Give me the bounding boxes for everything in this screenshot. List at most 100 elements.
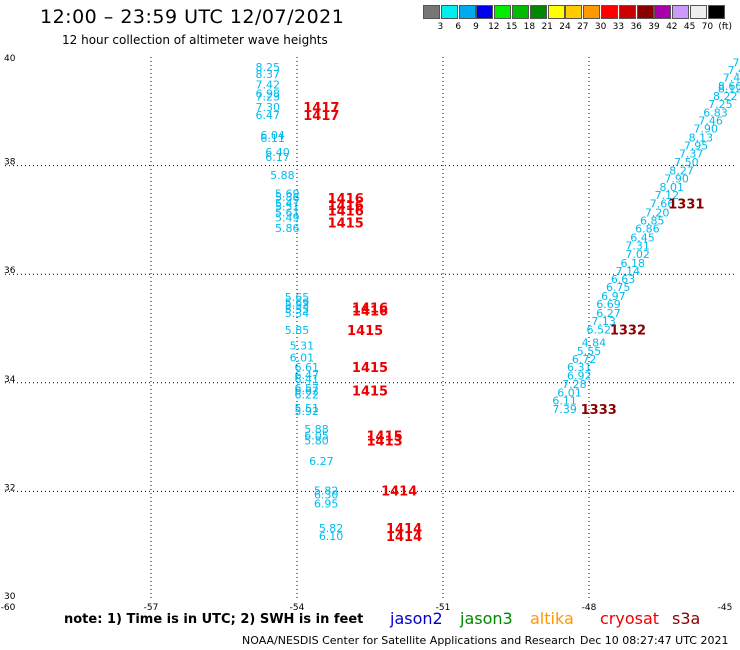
chart-title: 12:00 – 23:59 UTC 12/07/2021 bbox=[40, 6, 345, 28]
swh-value-label: 6.31 bbox=[567, 361, 592, 374]
color-swatch bbox=[583, 5, 601, 19]
swh-value-label: 7.43 bbox=[723, 72, 740, 85]
x-tick-label: -51 bbox=[436, 603, 451, 613]
satellite-legend-jason3: jason3 bbox=[460, 609, 513, 628]
color-swatch bbox=[458, 5, 476, 19]
color-scale-label: 3 bbox=[437, 22, 444, 32]
time-labels: 1417141714161416141614151416141614151415… bbox=[303, 101, 704, 545]
swh-value-label: 8.37 bbox=[256, 68, 281, 81]
color-swatch bbox=[565, 5, 583, 19]
swh-value-label: 7.42 bbox=[256, 79, 281, 92]
swh-value-label: 5.82 bbox=[314, 484, 339, 497]
swh-value-label: 7.66 bbox=[650, 198, 675, 211]
swh-value-label: 5.49 bbox=[275, 212, 300, 225]
swh-value-label: 6.92 bbox=[567, 370, 592, 383]
swh-value-label: 6.01 bbox=[290, 351, 315, 364]
swh-value-label: 5.61 bbox=[275, 206, 300, 219]
swh-value-label: 5.51 bbox=[294, 402, 319, 415]
time-label: 1416 bbox=[352, 305, 388, 320]
swh-value-label: 7.47 bbox=[728, 64, 740, 77]
swh-value-label: 6.63 bbox=[611, 273, 636, 286]
time-label: 1332 bbox=[610, 324, 646, 339]
color-scale-label: 12 bbox=[488, 22, 500, 32]
wave-height-labels: 8.258.377.426.987.237.306.476.046.116.40… bbox=[256, 56, 740, 542]
swh-value-label: 5.69 bbox=[275, 187, 300, 200]
swh-value-label: 8.27 bbox=[669, 164, 694, 177]
swh-value-label: 5.92 bbox=[294, 405, 319, 418]
color-swatch bbox=[423, 5, 440, 19]
swh-value-label: 7.95 bbox=[684, 140, 709, 153]
swh-value-label: 5.86 bbox=[275, 222, 300, 235]
x-tick-label: -48 bbox=[582, 603, 597, 613]
swh-value-label: 5.31 bbox=[290, 339, 315, 352]
swh-value-label: 6.27 bbox=[596, 307, 621, 320]
y-tick-label: 38 bbox=[4, 158, 16, 168]
time-label: 1415 bbox=[352, 384, 388, 399]
swh-value-label: 7.90 bbox=[664, 173, 689, 186]
time-label: 1415 bbox=[347, 324, 383, 339]
swh-value-label: 6.05 bbox=[304, 429, 329, 442]
swh-value-label: 6.83 bbox=[703, 106, 728, 119]
swh-value-label: 6.62 bbox=[294, 384, 319, 397]
color-scale-label: (ft) bbox=[718, 22, 732, 32]
swh-value-label: 6.57 bbox=[294, 382, 319, 395]
swh-value-label: 5.69 bbox=[285, 296, 310, 309]
swh-value-label: 6.97 bbox=[601, 290, 626, 303]
swh-value-label: 6.61 bbox=[294, 361, 319, 374]
color-scale-label: 30 bbox=[594, 22, 607, 32]
color-scale-label: 27 bbox=[577, 22, 589, 32]
swh-value-label: 7.46 bbox=[698, 115, 723, 128]
time-label: 1415 bbox=[367, 429, 403, 444]
x-tick-label: -60 bbox=[1, 603, 16, 613]
swh-value-label: 6.10 bbox=[319, 530, 344, 543]
swh-value-label: 6.11 bbox=[260, 132, 285, 145]
note-text: note: 1) Time is in UTC; 2) SWH is in fe… bbox=[64, 612, 364, 627]
time-label: 1333 bbox=[581, 403, 617, 418]
swh-value-label: 5.55 bbox=[577, 345, 602, 358]
satellite-legend-s3a: s3a bbox=[672, 609, 701, 628]
x-tick-label: -45 bbox=[718, 603, 733, 613]
y-tick-label: 32 bbox=[4, 483, 15, 493]
time-label: 1415 bbox=[352, 361, 388, 376]
y-tick-label: 34 bbox=[4, 375, 16, 385]
swh-value-label: 5.88 bbox=[304, 423, 329, 436]
color-scale-label: 6 bbox=[455, 22, 462, 32]
swh-value-label: 7.23 bbox=[256, 91, 281, 104]
color-swatch bbox=[547, 5, 565, 19]
swh-value-label: 8.13 bbox=[689, 131, 714, 144]
time-label: 1416 bbox=[328, 205, 364, 220]
swh-value-label: 5.80 bbox=[304, 434, 329, 447]
color-swatch bbox=[618, 5, 636, 19]
color-swatch bbox=[494, 5, 512, 19]
color-swatch bbox=[512, 5, 529, 19]
color-scale-label: 36 bbox=[630, 22, 642, 32]
color-swatch bbox=[654, 5, 672, 19]
swh-value-label: 7.31 bbox=[625, 239, 650, 252]
color-scale-label: 15 bbox=[505, 22, 518, 32]
satellite-legend-cryosat: cryosat bbox=[600, 609, 660, 628]
color-scale-label: 9 bbox=[473, 22, 479, 32]
swh-value-label: 7.28 bbox=[562, 378, 587, 391]
color-swatch bbox=[707, 5, 725, 19]
time-label: 1413 bbox=[367, 434, 403, 449]
grid-lines bbox=[5, 57, 735, 600]
y-tick-label: 40 bbox=[4, 54, 16, 64]
color-swatch bbox=[440, 5, 458, 19]
swh-value-label: 6.72 bbox=[572, 353, 597, 366]
swh-value-label: 6.27 bbox=[309, 455, 334, 468]
color-scale-label: 24 bbox=[559, 22, 571, 32]
time-label: 1416 bbox=[328, 192, 364, 207]
swh-value-label: 6.85 bbox=[640, 214, 665, 227]
swh-value-label: 6.30 bbox=[314, 489, 339, 502]
color-swatch bbox=[636, 5, 654, 19]
swh-value-label: 7.50 bbox=[674, 156, 699, 169]
swh-value-label: 6.18 bbox=[621, 257, 646, 270]
swh-value-label: 6.98 bbox=[256, 87, 281, 100]
swh-value-label: 5.86 bbox=[275, 191, 300, 204]
time-label: 1417 bbox=[303, 101, 339, 116]
swh-value-label: 7.13 bbox=[591, 315, 616, 328]
swh-value-label: 8.60 bbox=[718, 80, 740, 93]
swh-value-label: 8.01 bbox=[659, 181, 684, 194]
y-tick-label: 36 bbox=[4, 266, 16, 276]
swh-value-label: 5.51 bbox=[275, 200, 300, 213]
